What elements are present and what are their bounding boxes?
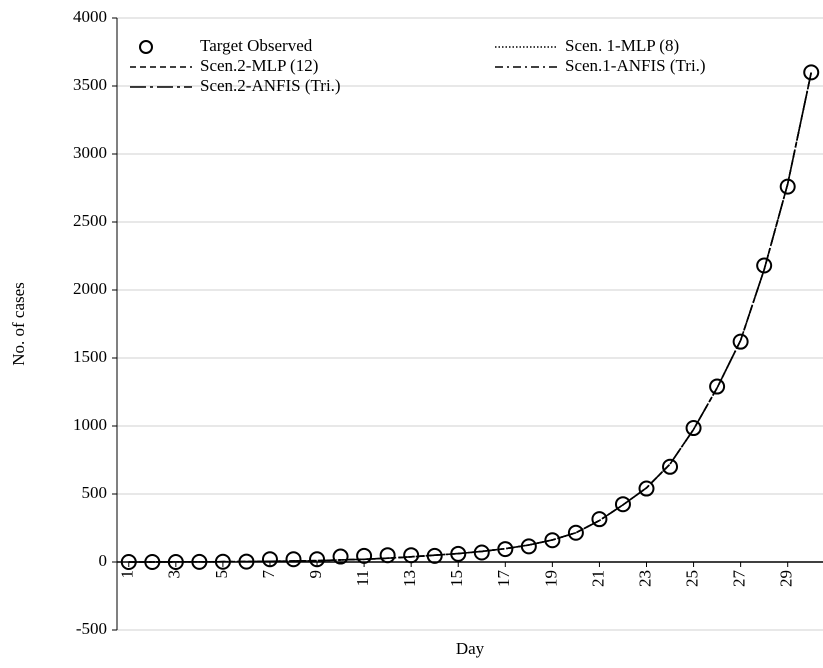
series-line xyxy=(128,72,813,563)
x-tick-label: 3 xyxy=(165,570,184,579)
x-axis-label: Day xyxy=(456,639,485,658)
x-tick-label: 23 xyxy=(635,570,654,587)
legend-label: Scen. 1-MLP (8) xyxy=(565,36,679,55)
marker xyxy=(356,547,373,564)
marker xyxy=(685,420,702,437)
marker xyxy=(732,333,749,350)
y-tick-label: 1500 xyxy=(73,347,107,366)
y-tick-label: 2000 xyxy=(73,279,107,298)
x-tick-label: 15 xyxy=(447,570,466,587)
marker xyxy=(614,496,631,513)
legend-label: Target Observed xyxy=(200,36,313,55)
y-tick-label: 4000 xyxy=(73,7,107,26)
legend-marker xyxy=(139,40,153,54)
marker xyxy=(332,548,349,565)
x-tick-label: 19 xyxy=(541,570,560,587)
x-tick-label: 13 xyxy=(400,570,419,587)
legend-label: Scen.2-ANFIS (Tri.) xyxy=(200,76,341,95)
legend-label: Scen.2-MLP (12) xyxy=(200,56,318,75)
x-tick-label: 25 xyxy=(682,570,701,587)
x-tick-label: 9 xyxy=(306,570,325,579)
marker xyxy=(285,551,302,568)
marker xyxy=(779,178,796,195)
marker xyxy=(497,541,514,558)
marker xyxy=(309,551,326,568)
series-line xyxy=(128,72,813,563)
series-line xyxy=(128,72,813,563)
marker xyxy=(544,532,561,549)
y-tick-label: 3000 xyxy=(73,143,107,162)
plot-area xyxy=(120,64,820,570)
y-tick-label: 1000 xyxy=(73,415,107,434)
x-tick-label: 27 xyxy=(730,570,749,588)
x-tick-label: 29 xyxy=(777,570,796,587)
x-tick-label: 1 xyxy=(118,570,137,579)
marker xyxy=(756,257,773,274)
marker xyxy=(261,551,278,568)
x-tick-label: 17 xyxy=(494,570,513,588)
y-axis-label: No. of cases xyxy=(9,282,28,366)
x-tick-label: 11 xyxy=(353,570,372,586)
marker xyxy=(709,378,726,395)
marker xyxy=(567,524,584,541)
marker xyxy=(638,480,655,497)
legend-label: Scen.1-ANFIS (Tri.) xyxy=(565,56,706,75)
series-line xyxy=(128,72,813,563)
y-tick-label: -500 xyxy=(76,619,107,638)
x-tick-label: 7 xyxy=(259,570,278,579)
x-tick-label: 21 xyxy=(588,570,607,587)
marker xyxy=(403,547,420,564)
y-tick-label: 0 xyxy=(99,551,108,570)
marker xyxy=(379,547,396,564)
y-tick-label: 2500 xyxy=(73,211,107,230)
y-tick-label: 500 xyxy=(82,483,108,502)
x-tick-label: 5 xyxy=(212,570,231,579)
y-tick-label: 3500 xyxy=(73,75,107,94)
marker xyxy=(803,64,820,81)
marker xyxy=(591,511,608,528)
marker xyxy=(662,458,679,475)
